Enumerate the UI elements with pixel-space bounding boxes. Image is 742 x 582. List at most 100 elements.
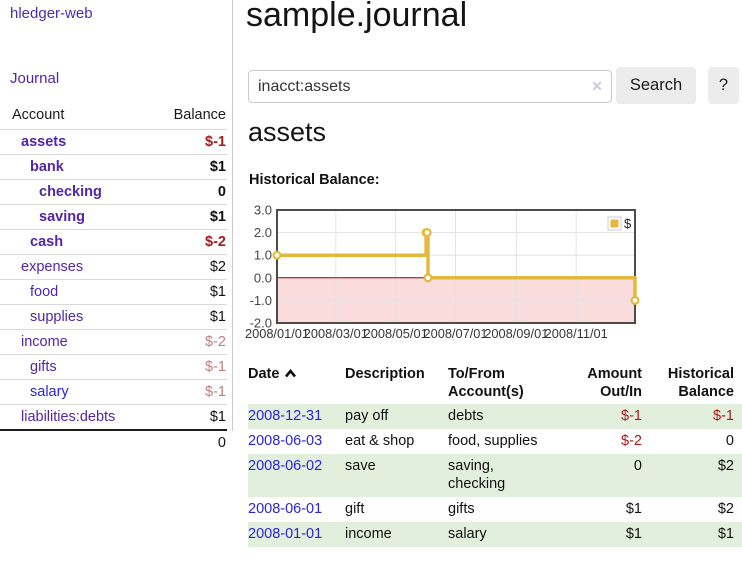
account-balance: $1 (155, 279, 227, 305)
account-name-cell: liabilities:debts (0, 404, 156, 430)
sidebar-account-link[interactable]: gifts (30, 359, 57, 375)
transaction-date-link[interactable]: 2008-01-01 (248, 526, 323, 542)
account-row: salary $-1 (0, 379, 227, 405)
account-balance: $-1 (155, 354, 227, 380)
x-axis-tick-label: 2008/09/01 (484, 326, 548, 341)
transaction-balance-cell: $2 (717, 458, 734, 474)
clear-search-icon[interactable]: ✕ (591, 78, 603, 94)
chevron-up-icon (285, 368, 297, 378)
transaction-date-cell: 2008-06-01 (248, 497, 345, 522)
transaction-amount-cell: 0 (633, 458, 642, 474)
legend-color-swatch (610, 219, 619, 228)
x-axis-tick-label: 2008/03/01 (304, 326, 368, 341)
sidebar-account-link[interactable]: supplies (30, 309, 84, 325)
date-column-header[interactable]: Date (248, 361, 345, 404)
account-name-cell: assets (0, 129, 156, 155)
account-row: saving $1 (0, 204, 227, 230)
register-row: 2008-01-01 income salary $1 $1 (248, 522, 742, 547)
sidebar-account-link[interactable]: saving (39, 209, 85, 225)
transaction-balance-cell: $1 (717, 526, 734, 542)
account-balance: 0 (155, 179, 227, 205)
transaction-date-cell: 2008-01-01 (248, 522, 345, 547)
register-header-row: Date Description To/From Account(s) Amou… (248, 361, 742, 404)
transaction-description-cell: save (345, 458, 376, 474)
transaction-description-cell: gift (345, 501, 365, 517)
main-content: sample.journal ✕ Search ? assets Histori… (245, 0, 742, 582)
account-row: supplies $1 (0, 304, 227, 330)
transaction-amount-cell: $-1 (621, 408, 642, 424)
data-point-marker (423, 273, 433, 283)
account-row: food $1 (0, 279, 227, 305)
chart-title: Historical Balance: (249, 172, 380, 188)
app-brand-link[interactable]: hledger-web (10, 5, 93, 22)
sidebar-account-link[interactable]: liabilities:debts (21, 409, 116, 425)
accounts-total-spacer (0, 429, 156, 456)
transaction-date-cell: 2008-06-03 (248, 429, 345, 454)
account-name-cell: food (0, 279, 156, 305)
transaction-description-cell: income (345, 526, 392, 542)
account-name-cell: cash (0, 229, 156, 255)
sidebar-account-link[interactable]: cash (30, 234, 64, 250)
sidebar-account-link[interactable]: expenses (21, 259, 84, 275)
register-row: 2008-12-31 pay off debts $-1 $-1 (248, 404, 742, 429)
legend-label: $ (624, 216, 632, 231)
sidebar-item-journal[interactable]: Journal (10, 70, 60, 87)
register-row: 2008-06-01 gift gifts $1 $2 (248, 497, 742, 522)
account-balance: $-2 (155, 229, 227, 255)
accounts-total-value: 0 (155, 429, 227, 456)
y-axis-tick-label: 1.0 (254, 248, 272, 263)
y-axis-tick-label: 2.0 (254, 225, 272, 240)
account-balance: $-1 (155, 129, 227, 155)
account-balance: $1 (155, 404, 227, 430)
sidebar-account-link[interactable]: bank (30, 159, 64, 175)
account-name-cell: bank (0, 154, 156, 180)
account-balance: $1 (155, 304, 227, 330)
transaction-date-link[interactable]: 2008-06-02 (248, 458, 323, 474)
account-row: gifts $-1 (0, 354, 227, 380)
transaction-description-cell: pay off (345, 408, 389, 424)
data-point-marker (630, 295, 640, 305)
help-button[interactable]: ? (708, 67, 739, 104)
y-axis-tick-label: -2.0 (250, 316, 272, 331)
transaction-account-cell: gifts (448, 501, 475, 517)
sidebar-account-link[interactable]: food (30, 284, 59, 300)
search-input[interactable] (248, 70, 612, 103)
account-name-cell: expenses (0, 254, 156, 280)
transaction-date-cell: 2008-12-31 (248, 404, 345, 429)
account-name-cell: saving (0, 204, 156, 230)
x-axis-tick-label: 2008/05/01 (364, 326, 428, 341)
sidebar-account-link[interactable]: salary (30, 384, 69, 400)
sidebar: hledger-web Journal Account Balance asse… (0, 0, 233, 456)
account-balance: $2 (155, 254, 227, 280)
search-button[interactable]: Search (616, 67, 696, 104)
x-axis-tick-label: 2008/11/01 (545, 326, 608, 341)
historical-balance-chart: 3.0 2.0 1.0 0.0 -1.0 -2.02008/01/012008/03/01… (245, 203, 640, 341)
transaction-amount-cell: $1 (625, 501, 642, 517)
account-balance: $-1 (155, 379, 227, 405)
transaction-date-link[interactable]: 2008-12-31 (248, 408, 323, 424)
transaction-date-link[interactable]: 2008-06-01 (248, 501, 323, 517)
account-row: liabilities:debts $1 (0, 404, 227, 430)
sidebar-account-link[interactable]: assets (21, 134, 67, 150)
page-title: sample.journal (246, 0, 468, 34)
transaction-account-cell: food, supplies (448, 433, 538, 449)
accounts-table-body: assets $-1 bank $1 checking 0 saving $1 cash $-2 e… (0, 129, 227, 430)
sidebar-account-link[interactable]: checking (39, 184, 102, 200)
y-axis-tick-label: -1.0 (250, 293, 272, 308)
transaction-account-cell: debts (448, 408, 484, 424)
accounts-table: Account Balance assets $-1 bank $1 checking 0… (0, 100, 227, 456)
accounts-table-header-row: Account Balance (0, 100, 227, 130)
accounts-total-row: 0 (0, 429, 227, 456)
account-row: cash $-2 (0, 229, 227, 255)
transaction-balance-cell: $2 (717, 501, 734, 517)
transaction-balance-cell: 0 (725, 433, 734, 449)
account-row: income $-2 (0, 329, 227, 355)
sidebar-account-link[interactable]: income (21, 334, 68, 350)
transaction-date-link[interactable]: 2008-06-03 (248, 433, 323, 449)
data-point-marker (272, 250, 282, 260)
account-row: checking 0 (0, 179, 227, 205)
plot-frame (276, 209, 636, 324)
register-row: 2008-06-02 save saving, checking 0 $2 (248, 454, 742, 497)
register-table-body: 2008-12-31 pay off debts $-1 $-1 2008-06-03 ea… (248, 404, 742, 547)
account-name-cell: checking (0, 179, 156, 205)
